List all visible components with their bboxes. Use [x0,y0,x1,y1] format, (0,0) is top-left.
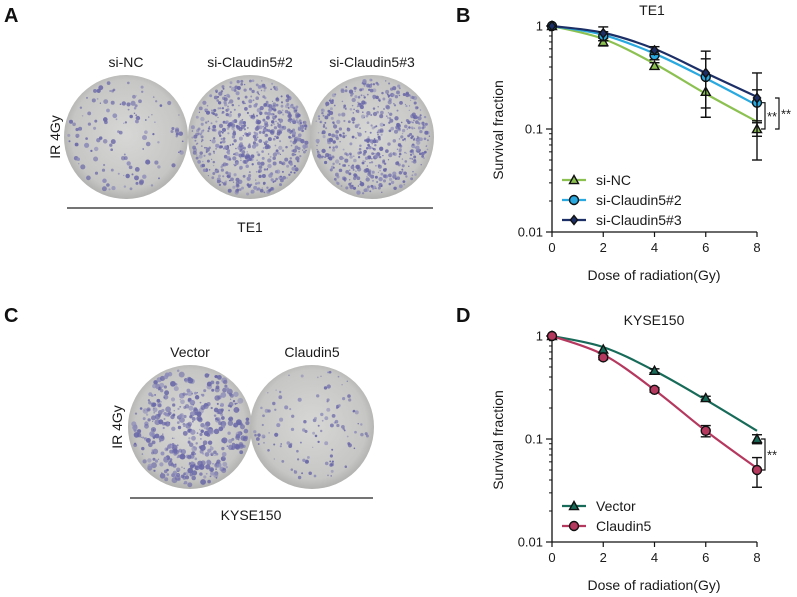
chart-b-point-si-nc [648,59,661,71]
chart-d-ylabel: Survival fraction [490,390,506,490]
chart-b-significance-bracket [761,102,766,130]
chart-b-x-tick-label: 4 [651,240,658,255]
plate-label-si-nc: si-NC [109,54,144,70]
chart-b-legend-label-si-nc: si-NC [596,172,631,188]
chart-b-y-tick-label: 0.1 [525,122,543,137]
chart-d-legend-label-claudin5: Claudin5 [596,518,651,534]
chart-d-y-tick-label: 0.01 [518,535,543,550]
chart-d-x-tick-label: 2 [600,550,607,565]
chart-d-xlabel: Dose of radiation(Gy) [587,577,720,593]
panel-a-letter: A [4,5,18,27]
chart-d-legend-marker-claudin5 [568,520,580,532]
chart-b-significance-label: ** [781,106,791,121]
plate-si-nc-colonies [67,81,184,192]
chart-d-point-vector [648,364,661,376]
chart-b-x-tick-label: 6 [702,240,709,255]
chart-d-point-claudin5 [546,330,558,342]
cell-line-label-kyse150: KYSE150 [221,507,282,523]
plate-si-claudin5-2 [188,75,312,199]
chart-d-curve-vector [551,334,758,432]
panel-d-letter: D [456,305,470,327]
chart-d-legend-label-vector: Vector [596,498,636,514]
chart-b-x-tick-label: 0 [548,240,555,255]
panel-c: C Vector Claudin5 IR 4Gy KYSE150 [4,305,374,523]
chart-b-y-tick-label: 0.01 [518,225,543,240]
plate-images-c [128,365,374,489]
plate-label-si-claudin5-3: si-Claudin5#3 [329,54,415,70]
chart-d-point-claudin5 [649,384,660,396]
panel-b-letter: B [456,5,470,27]
chart-b-legend-marker-si-claudin5-3 [569,214,579,226]
chart-d-significance-label: ** [767,448,777,463]
chart-b-point-si-claudin5-3 [598,27,608,39]
chart-d-title: KYSE150 [624,312,685,328]
plate-label-vector: Vector [170,344,210,360]
chart-d-point-claudin5 [751,464,763,476]
chart-d: D KYSE150 Survival fraction Dose of radi… [456,305,777,593]
chart-b-point-si-claudin5-3 [547,20,557,32]
chart-d-point-vector [700,392,712,403]
plate-label-claudin5: Claudin5 [284,344,339,360]
chart-b-title: TE1 [639,2,665,18]
plate-si-claudin5-3 [310,75,434,199]
chart-b-point-si-claudin5-3 [650,44,659,56]
chart-d-point-claudin5 [700,425,711,437]
plate-images-a [64,75,434,199]
plate-label-si-claudin5-2: si-Claudin5#2 [207,54,293,70]
chart-b-xlabel: Dose of radiation(Gy) [587,267,720,283]
chart-d-point-claudin5 [598,352,609,363]
chart-b-point-si-claudin5-3 [752,92,762,104]
chart-b-legend-label-si-claudin5-3: si-Claudin5#3 [596,212,682,228]
chart-b-x-tick-label: 2 [600,240,607,255]
chart-b-point-si-claudin5-3 [701,67,711,79]
chart-b-x-tick-label: 8 [753,240,760,255]
chart-d-x-tick-label: 6 [702,550,709,565]
chart-b-point-si-nc [597,36,609,47]
plate-si-claudin5-3-dish [310,75,434,199]
chart-b-significance-bracket [775,97,780,130]
plate-si-claudin5-3-colonies [315,78,431,195]
chart-b-legend-marker-si-claudin5-2 [568,194,580,206]
chart-b-legend-label-si-claudin5-2: si-Claudin5#2 [596,192,682,208]
plate-vector [128,365,252,489]
panel-c-letter: C [4,305,18,327]
chart-d-y-tick-label: 1 [536,329,543,344]
chart-d-x-tick-label: 8 [753,550,760,565]
plate-si-nc-dish [64,75,188,199]
chart-d-y-tick-label: 0.1 [525,432,543,447]
chart-b-legend-marker-si-nc [568,174,580,185]
chart-d-significance-bracket [761,438,766,471]
row-label-ir-4gy-a: IR 4Gy [47,115,63,159]
chart-d-legend-marker-vector [568,500,580,511]
plate-claudin5-dish [250,365,374,489]
chart-b: B TE1 Survival fraction Dose of radiatio… [456,2,791,283]
panel-a: A si-NC si-Claudin5#2 si-Claudin5#3 IR 4… [4,5,434,235]
chart-b-y-tick-label: 1 [536,19,543,34]
plate-claudin5 [250,365,374,489]
plate-si-nc [64,75,188,199]
chart-d-x-tick-label: 0 [548,550,555,565]
chart-b-ylabel: Survival fraction [490,80,506,180]
row-label-ir-4gy-c: IR 4Gy [109,405,125,449]
chart-d-x-tick-label: 4 [651,550,658,565]
plate-si-claudin5-2-colonies [190,79,309,196]
chart-b-significance-label: ** [767,109,777,124]
chart-d-point-vector [751,433,763,444]
chart-d-curve-claudin5 [551,334,758,470]
cell-line-label-te1: TE1 [237,219,263,235]
chart-b-curve-si-nc [551,24,758,123]
plate-vector-colonies [131,369,250,488]
plate-claudin5-colonies [253,370,369,480]
